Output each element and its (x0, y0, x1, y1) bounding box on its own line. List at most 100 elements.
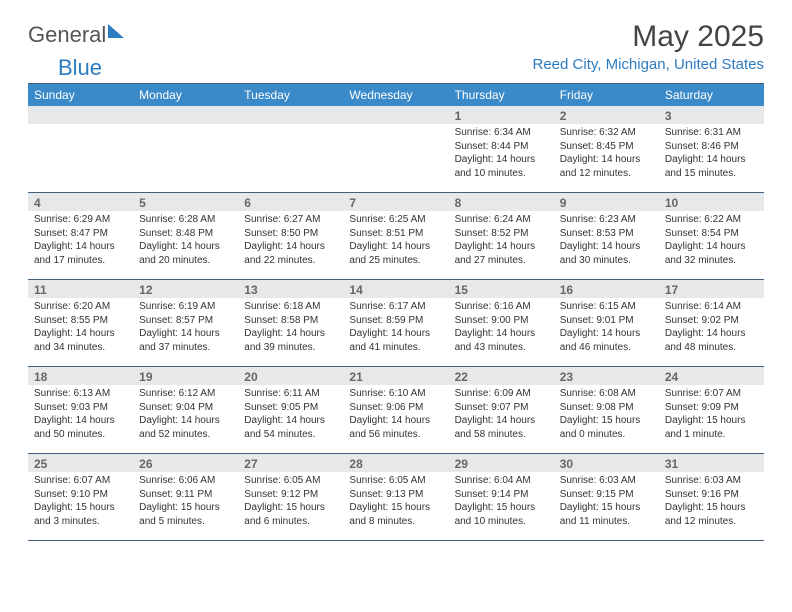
daylight-text: Daylight: 15 hours and 6 minutes. (244, 501, 337, 528)
daylight-text: Daylight: 14 hours and 48 minutes. (665, 327, 758, 354)
calendar-cell: 26 Sunrise: 6:06 AMSunset: 9:11 PMDayligh… (133, 454, 238, 541)
day-body: Sunrise: 6:07 AMSunset: 9:10 PMDaylight:… (28, 472, 133, 532)
sunset-text: Sunset: 9:01 PM (560, 314, 653, 328)
day-number-empty (343, 106, 448, 124)
sunrise-text: Sunrise: 6:31 AM (665, 126, 758, 140)
day-number: 1 (449, 106, 554, 124)
calendar-cell: 4Sunrise: 6:29 AMSunset: 8:47 PMDaylight… (28, 193, 133, 280)
daylight-text: Daylight: 15 hours and 3 minutes. (34, 501, 127, 528)
sunset-text: Sunset: 8:51 PM (349, 227, 442, 241)
sunset-text: Sunset: 8:53 PM (560, 227, 653, 241)
daylight-text: Daylight: 15 hours and 12 minutes. (665, 501, 758, 528)
sunrise-text: Sunrise: 6:29 AM (34, 213, 127, 227)
sunset-text: Sunset: 9:05 PM (244, 401, 337, 415)
day-number: 6 (238, 193, 343, 211)
day-body: Sunrise: 6:19 AMSunset: 8:57 PMDaylight:… (133, 298, 238, 358)
sunset-text: Sunset: 9:06 PM (349, 401, 442, 415)
calendar-cell: 23Sunrise: 6:08 AMSunset: 9:08 PMDayligh… (554, 367, 659, 454)
day-number: 18 (28, 367, 133, 385)
daylight-text: Daylight: 14 hours and 52 minutes. (139, 414, 232, 441)
sunset-text: Sunset: 9:11 PM (139, 488, 232, 502)
weekday-header: Thursday (449, 84, 554, 107)
sunset-text: Sunset: 8:57 PM (139, 314, 232, 328)
daylight-text: Daylight: 15 hours and 5 minutes. (139, 501, 232, 528)
sunrise-text: Sunrise: 6:19 AM (139, 300, 232, 314)
sunset-text: Sunset: 8:55 PM (34, 314, 127, 328)
day-body: Sunrise: 6:14 AMSunset: 9:02 PMDaylight:… (659, 298, 764, 358)
sunrise-text: Sunrise: 6:28 AM (139, 213, 232, 227)
day-number: 23 (554, 367, 659, 385)
calendar-cell (28, 106, 133, 193)
sunrise-text: Sunrise: 6:07 AM (34, 474, 127, 488)
sunrise-text: Sunrise: 6:11 AM (244, 387, 337, 401)
calendar-cell: 27Sunrise: 6:05 AMSunset: 9:12 PMDayligh… (238, 454, 343, 541)
sunrise-text: Sunrise: 6:03 AM (665, 474, 758, 488)
daylight-text: Daylight: 14 hours and 54 minutes. (244, 414, 337, 441)
sunrise-text: Sunrise: 6:03 AM (560, 474, 653, 488)
calendar-cell: 18Sunrise: 6:13 AMSunset: 9:03 PMDayligh… (28, 367, 133, 454)
sunset-text: Sunset: 8:45 PM (560, 140, 653, 154)
daylight-text: Daylight: 14 hours and 12 minutes. (560, 153, 653, 180)
day-number: 7 (343, 193, 448, 211)
calendar-page: General May 2025 Reed City, Michigan, Un… (0, 0, 792, 563)
calendar-cell: 15Sunrise: 6:16 AMSunset: 9:00 PMDayligh… (449, 280, 554, 367)
day-number: 9 (554, 193, 659, 211)
day-number-empty (133, 106, 238, 124)
day-body: Sunrise: 6:11 AMSunset: 9:05 PMDaylight:… (238, 385, 343, 445)
daylight-text: Daylight: 14 hours and 41 minutes. (349, 327, 442, 354)
calendar-cell: 12Sunrise: 6:19 AMSunset: 8:57 PMDayligh… (133, 280, 238, 367)
daylight-text: Daylight: 14 hours and 50 minutes. (34, 414, 127, 441)
day-body: Sunrise: 6:13 AMSunset: 9:03 PMDaylight:… (28, 385, 133, 445)
sunset-text: Sunset: 9:16 PM (665, 488, 758, 502)
day-number: 21 (343, 367, 448, 385)
calendar-cell (133, 106, 238, 193)
daylight-text: Daylight: 14 hours and 37 minutes. (139, 327, 232, 354)
calendar-cell: 24Sunrise: 6:07 AMSunset: 9:09 PMDayligh… (659, 367, 764, 454)
day-body: Sunrise: 6:10 AMSunset: 9:06 PMDaylight:… (343, 385, 448, 445)
daylight-text: Daylight: 14 hours and 27 minutes. (455, 240, 548, 267)
day-number: 24 (659, 367, 764, 385)
day-body: Sunrise: 6:31 AMSunset: 8:46 PMDaylight:… (659, 124, 764, 184)
sunrise-text: Sunrise: 6:05 AM (349, 474, 442, 488)
day-body: Sunrise: 6:05 AMSunset: 9:12 PMDaylight:… (238, 472, 343, 532)
day-body: Sunrise: 6:17 AMSunset: 8:59 PMDaylight:… (343, 298, 448, 358)
calendar-cell: 21Sunrise: 6:10 AMSunset: 9:06 PMDayligh… (343, 367, 448, 454)
sunset-text: Sunset: 8:50 PM (244, 227, 337, 241)
day-body: Sunrise: 6:15 AMSunset: 9:01 PMDaylight:… (554, 298, 659, 358)
sunrise-text: Sunrise: 6:07 AM (665, 387, 758, 401)
sunrise-text: Sunrise: 6:10 AM (349, 387, 442, 401)
day-body: Sunrise: 6:28 AMSunset: 8:48 PMDaylight:… (133, 211, 238, 271)
day-body: Sunrise: 6:18 AMSunset: 8:58 PMDaylight:… (238, 298, 343, 358)
day-number: 26 (133, 454, 238, 472)
day-number: 12 (133, 280, 238, 298)
sunset-text: Sunset: 9:14 PM (455, 488, 548, 502)
sunrise-text: Sunrise: 6:09 AM (455, 387, 548, 401)
sunrise-text: Sunrise: 6:25 AM (349, 213, 442, 227)
sunset-text: Sunset: 9:15 PM (560, 488, 653, 502)
sunrise-text: Sunrise: 6:14 AM (665, 300, 758, 314)
calendar-row: 4Sunrise: 6:29 AMSunset: 8:47 PMDaylight… (28, 193, 764, 280)
daylight-text: Daylight: 14 hours and 25 minutes. (349, 240, 442, 267)
sunset-text: Sunset: 9:03 PM (34, 401, 127, 415)
daylight-text: Daylight: 14 hours and 32 minutes. (665, 240, 758, 267)
calendar-cell: 17Sunrise: 6:14 AMSunset: 9:02 PMDayligh… (659, 280, 764, 367)
day-number: 13 (238, 280, 343, 298)
sunrise-text: Sunrise: 6:24 AM (455, 213, 548, 227)
daylight-text: Daylight: 14 hours and 46 minutes. (560, 327, 653, 354)
day-number: 2 (554, 106, 659, 124)
daylight-text: Daylight: 14 hours and 20 minutes. (139, 240, 232, 267)
sunset-text: Sunset: 8:54 PM (665, 227, 758, 241)
sunrise-text: Sunrise: 6:15 AM (560, 300, 653, 314)
sunset-text: Sunset: 8:59 PM (349, 314, 442, 328)
sunrise-text: Sunrise: 6:06 AM (139, 474, 232, 488)
day-number: 15 (449, 280, 554, 298)
day-number: 8 (449, 193, 554, 211)
daylight-text: Daylight: 14 hours and 15 minutes. (665, 153, 758, 180)
sunset-text: Sunset: 8:52 PM (455, 227, 548, 241)
calendar-cell: 30Sunrise: 6:03 AMSunset: 9:15 PMDayligh… (554, 454, 659, 541)
daylight-text: Daylight: 14 hours and 22 minutes. (244, 240, 337, 267)
sunrise-text: Sunrise: 6:34 AM (455, 126, 548, 140)
sunset-text: Sunset: 9:02 PM (665, 314, 758, 328)
calendar-cell: 19Sunrise: 6:12 AMSunset: 9:04 PMDayligh… (133, 367, 238, 454)
daylight-text: Daylight: 14 hours and 10 minutes. (455, 153, 548, 180)
